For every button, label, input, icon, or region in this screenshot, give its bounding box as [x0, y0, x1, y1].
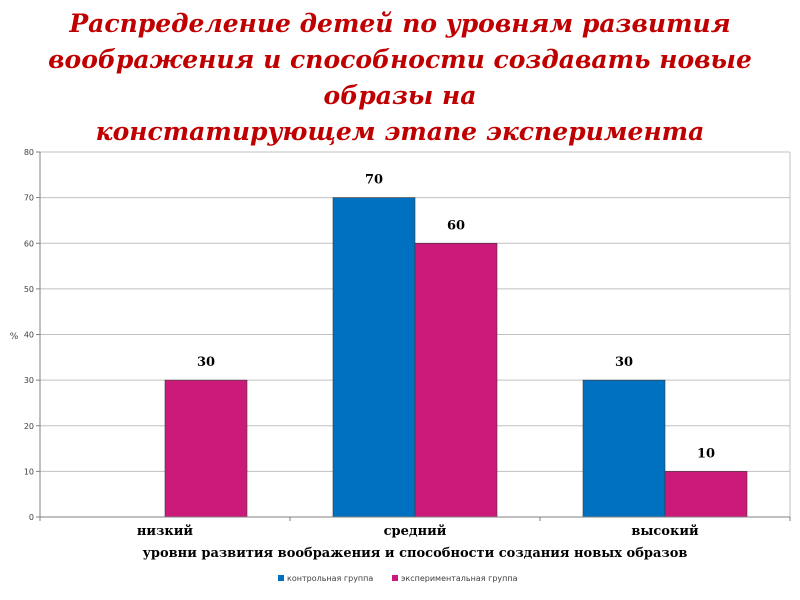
chart-title-line-1: Распределение детей по уровням развития [69, 9, 731, 38]
bar-control-3 [582, 379, 666, 518]
legend-label-experimental: экспериментальная группа [401, 574, 518, 583]
x-tick-label: высокий [631, 524, 699, 539]
bar-experimental-2 [414, 242, 498, 518]
chart-title-line-3: констатирующем этапе эксперимента [95, 117, 705, 146]
y-tick-label: 60 [24, 239, 34, 248]
bar-experimental-3 [664, 471, 748, 518]
data-label: 30 [197, 355, 215, 370]
data-label: 70 [365, 173, 383, 188]
chart-title-line-2: воображения и способности создавать новы… [48, 45, 752, 110]
y-tick-label: 0 [29, 513, 34, 522]
x-tick-label: низкий [137, 524, 193, 539]
bar-experimental-1 [164, 379, 248, 518]
y-tick-label: 20 [24, 422, 34, 431]
bar-control-2 [332, 197, 416, 518]
data-label: 10 [697, 446, 715, 461]
y-tick-label: 40 [24, 331, 34, 340]
y-tick-label: 10 [24, 467, 34, 476]
y-tick-label: 70 [24, 194, 34, 203]
y-axis-label: % [10, 332, 19, 342]
x-tick-label: средний [384, 524, 447, 539]
x-axis-label: уровни развития воображения и способност… [143, 546, 688, 561]
y-tick-label: 30 [24, 376, 34, 385]
y-tick-label: 80 [24, 148, 34, 157]
legend-swatch-control [278, 575, 284, 581]
data-label: 30 [615, 355, 633, 370]
legend-swatch-experimental [392, 575, 398, 581]
legend-label-control: контрольная группа [287, 574, 373, 583]
y-tick-label: 50 [24, 285, 34, 294]
data-label: 60 [447, 218, 465, 233]
chart-title: Распределение детей по уровням развития … [0, 6, 800, 150]
